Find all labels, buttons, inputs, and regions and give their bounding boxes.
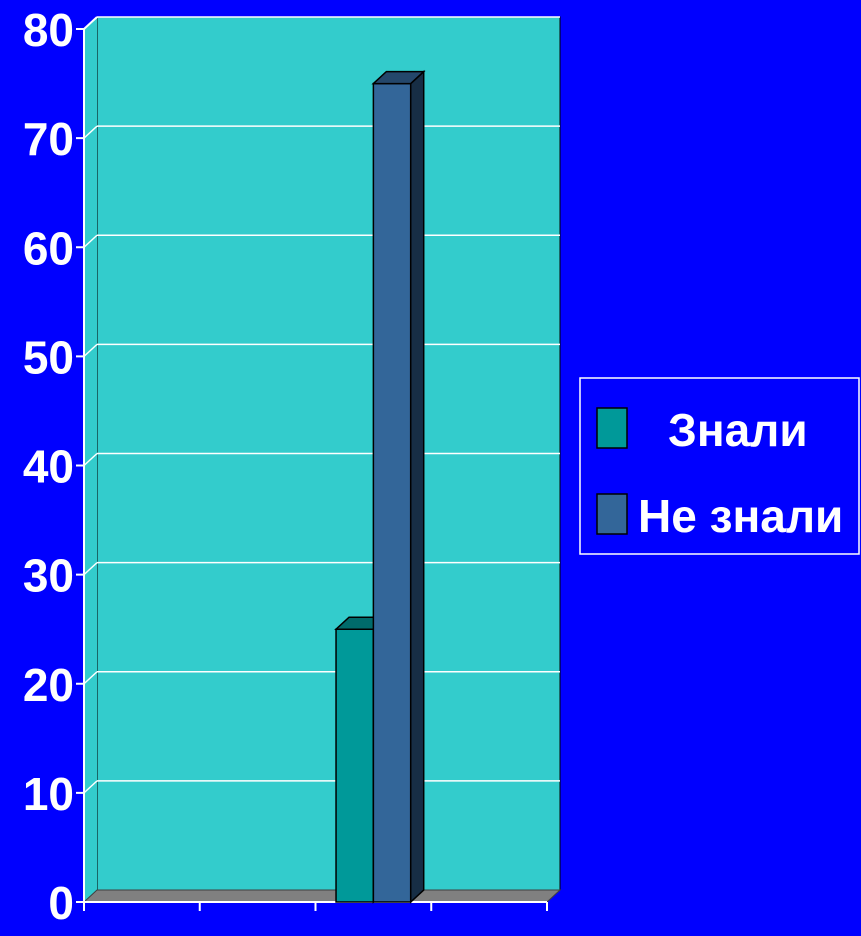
y-tick-label: 20	[23, 659, 74, 711]
y-tick-label: 30	[23, 550, 74, 602]
plot-walls	[84, 16, 561, 902]
y-tick-label: 70	[23, 113, 74, 165]
gridline-side	[83, 671, 98, 685]
y-tick-label: 80	[23, 4, 74, 56]
gridline-side	[83, 234, 98, 248]
legend-label-1: Знали	[668, 404, 808, 456]
gridlines	[83, 16, 560, 794]
plot-floor	[82, 889, 562, 903]
legend: Знали Не знали	[579, 377, 860, 555]
y-axis-top-edge	[83, 16, 98, 30]
bars	[334, 69, 426, 904]
gridline-side	[83, 343, 98, 357]
gridline-side	[83, 452, 98, 467]
legend-swatch-2	[596, 493, 628, 535]
floor-plane	[82, 889, 562, 903]
gridline-side	[83, 780, 98, 794]
legend-swatch-1	[596, 407, 628, 449]
y-tick-label: 60	[23, 222, 74, 274]
gridline-side	[83, 125, 98, 139]
y-tick-label: 0	[48, 877, 74, 929]
bar-2-top	[371, 70, 426, 85]
bar-1-front	[335, 628, 375, 903]
bar-2-side	[409, 69, 425, 904]
y-tick-label: 10	[23, 768, 74, 820]
y-tick-label: 40	[23, 441, 74, 493]
legend-label-2: Не знали	[638, 490, 843, 542]
y-tick-labels: 0 10 20 30 40 50 60 70 80	[23, 4, 84, 929]
y-tick-label: 50	[23, 331, 74, 383]
bar-2-front	[372, 82, 412, 903]
gridline-side	[83, 562, 98, 576]
